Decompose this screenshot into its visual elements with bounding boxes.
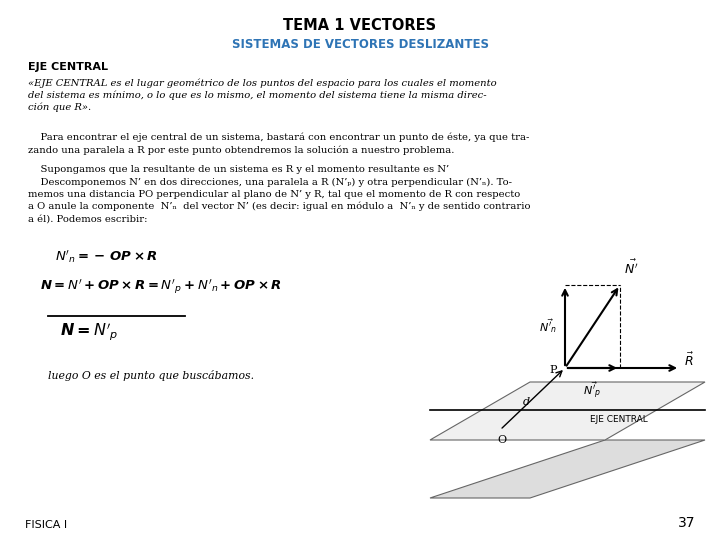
Text: EJE CENTRAL: EJE CENTRAL: [590, 415, 648, 424]
Text: $\vec{R}$: $\vec{R}$: [684, 352, 693, 369]
Polygon shape: [430, 382, 705, 440]
Text: TEMA 1 VECTORES: TEMA 1 VECTORES: [284, 18, 436, 33]
Text: Descomponemos N’ en dos direcciones, una paralela a R (N’ₚ) y otra perpendicular: Descomponemos N’ en dos direcciones, una…: [28, 178, 531, 223]
Text: $\vec{N'_n}$: $\vec{N'_n}$: [539, 317, 557, 335]
Text: SISTEMAS DE VECTORES DESLIZANTES: SISTEMAS DE VECTORES DESLIZANTES: [232, 38, 488, 51]
Text: EJE CENTRAL: EJE CENTRAL: [28, 62, 108, 72]
Text: «EJE CENTRAL es el lugar geométrico de los puntos del espacio para los cuales el: «EJE CENTRAL es el lugar geométrico de l…: [28, 78, 497, 112]
Text: Supongamos que la resultante de un sistema es R y el momento resultante es N’: Supongamos que la resultante de un siste…: [28, 165, 449, 174]
Text: luego O es el punto que buscábamos.: luego O es el punto que buscábamos.: [48, 370, 254, 381]
Text: O: O: [498, 435, 507, 445]
Text: P: P: [549, 365, 557, 375]
Text: d: d: [523, 397, 530, 407]
Text: $\boldsymbol{N = N'_p}$: $\boldsymbol{N = N'_p}$: [60, 320, 118, 342]
Text: Para encontrar el eje central de un sistema, bastará con encontrar un punto de é: Para encontrar el eje central de un sist…: [28, 133, 529, 155]
Text: $\boldsymbol{N = N' + OP \times R = N'_p + N'_n + OP \times R}$: $\boldsymbol{N = N' + OP \times R = N'_p…: [40, 278, 282, 296]
Text: 37: 37: [678, 516, 695, 530]
Text: FISICA I: FISICA I: [25, 520, 67, 530]
Text: $\vec{N'}$: $\vec{N'}$: [624, 258, 639, 277]
Text: $\vec{N'_p}$: $\vec{N'_p}$: [583, 380, 601, 401]
Text: $\boldsymbol{N'_n = -\, OP \times R}$: $\boldsymbol{N'_n = -\, OP \times R}$: [55, 248, 158, 265]
Polygon shape: [430, 440, 705, 498]
